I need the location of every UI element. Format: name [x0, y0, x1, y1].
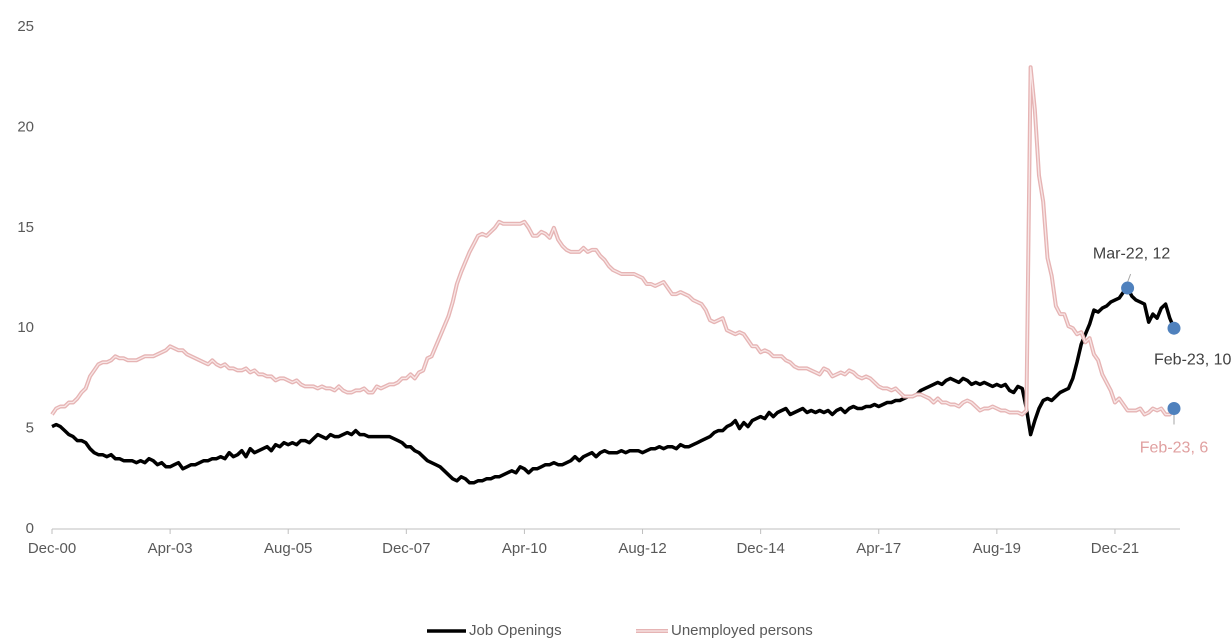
marker	[1121, 281, 1135, 295]
y-tick-label: 10	[17, 319, 34, 336]
leader-line	[1127, 273, 1132, 283]
annotation: Mar-22, 12	[1093, 245, 1170, 262]
x-tick-label: Dec-14	[736, 540, 784, 557]
y-tick-label: 0	[26, 520, 34, 537]
marker	[1167, 321, 1181, 335]
x-tick-label: Apr-17	[856, 540, 901, 557]
series-line	[51, 286, 1176, 485]
y-tick-label: 25	[17, 18, 34, 35]
legend-label: Job Openings	[469, 622, 562, 639]
y-tick-label: 5	[26, 420, 34, 437]
series-line	[50, 65, 1176, 417]
y-tick-label: 20	[17, 118, 34, 135]
x-tick-label: Dec-00	[28, 540, 76, 557]
x-tick-label: Apr-03	[148, 540, 193, 557]
annotation: Feb-23, 6	[1140, 440, 1209, 457]
x-tick-label: Apr-10	[502, 540, 547, 557]
x-tick-label: Aug-19	[973, 540, 1021, 557]
x-tick-label: Aug-12	[618, 540, 666, 557]
x-tick-label: Dec-07	[382, 540, 430, 557]
y-tick-label: 15	[17, 219, 34, 236]
x-tick-label: Dec-21	[1091, 540, 1139, 557]
annotation: Feb-23, 10	[1154, 351, 1231, 368]
legend-label: Unemployed persons	[671, 622, 813, 639]
marker	[1167, 402, 1181, 416]
series-line-inner	[51, 66, 1175, 416]
x-tick-label: Aug-05	[264, 540, 312, 557]
